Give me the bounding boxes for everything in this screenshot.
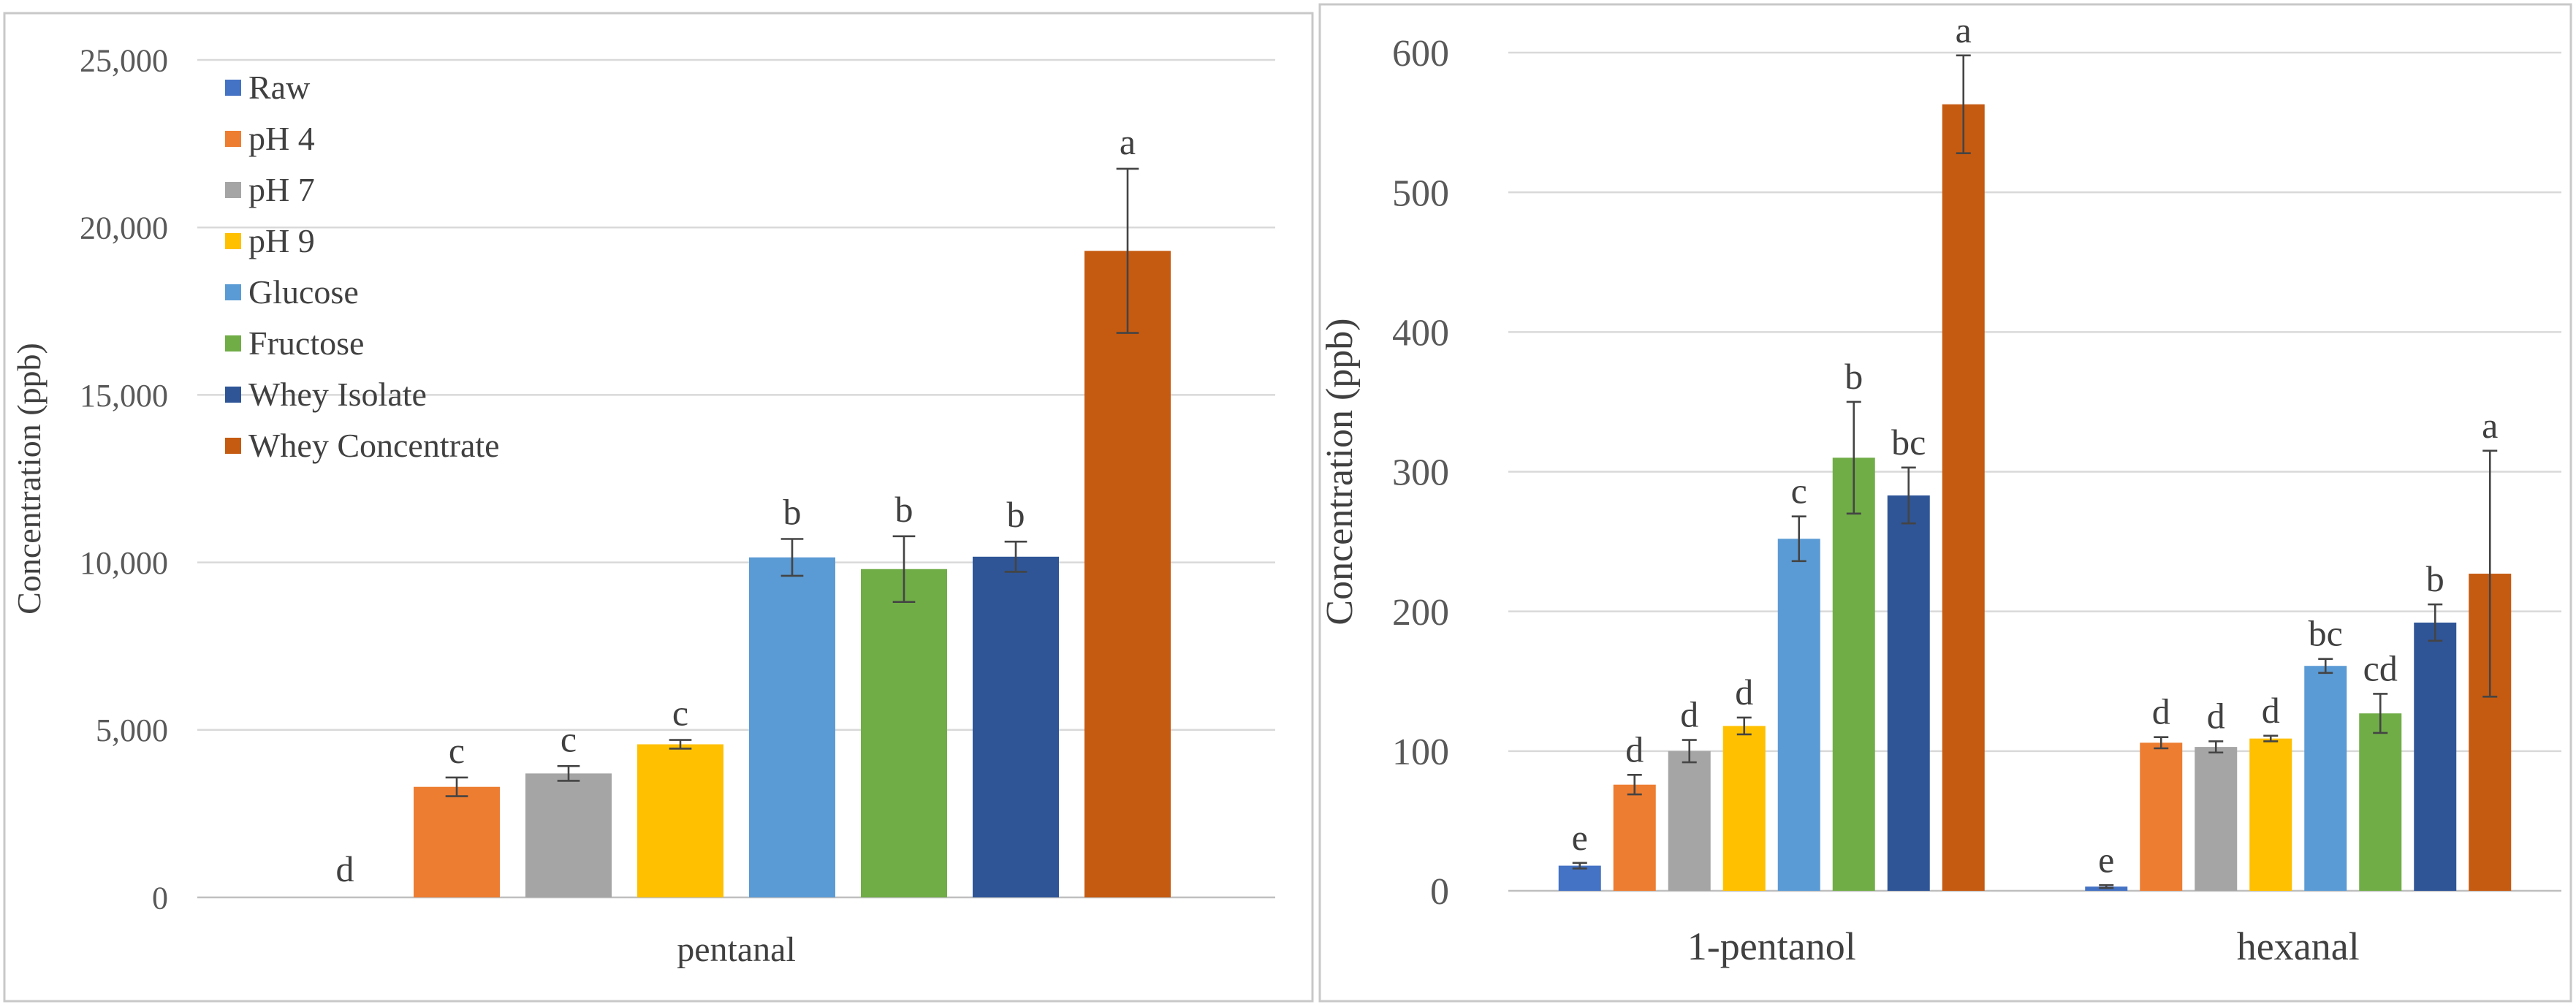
significance-label: d: [1735, 672, 1753, 712]
bar-hexanal-glucose: [2304, 666, 2347, 891]
x-category-label: hexanal: [2237, 924, 2360, 968]
bar-pentanal-ph-4: [414, 786, 500, 897]
x-category-label: pentanal: [677, 930, 796, 969]
significance-label: cd: [2363, 647, 2398, 688]
legend-swatch-whey-isolate: [225, 387, 241, 403]
y-tick-label: 400: [1392, 313, 1449, 354]
bar-1-pentanol-ph-7: [1668, 750, 1711, 891]
significance-label: a: [1956, 10, 1972, 50]
bar-1-pentanol-whey-concentrate: [1942, 104, 1985, 891]
bar-pentanal-whey-isolate: [973, 556, 1059, 897]
legend-label-ph-4: pH 4: [248, 120, 315, 157]
bar-pentanal-whey-concentrate: [1084, 251, 1171, 898]
bar-pentanal-ph-7: [525, 773, 612, 897]
significance-label: a: [1120, 121, 1136, 162]
legend-label-fructose: Fructose: [248, 324, 364, 362]
bar-1-pentanol-ph-9: [1722, 726, 1766, 891]
significance-label: c: [561, 718, 577, 759]
y-tick-label: 100: [1392, 732, 1449, 773]
bar-hexanal-ph-7: [2195, 747, 2238, 891]
y-tick-label: 200: [1392, 592, 1449, 634]
y-axis-title: Concentration (ppb): [1319, 318, 1361, 625]
y-tick-label: 0: [1430, 871, 1449, 913]
pentanal-chart: 0 5,000 10,000 15,000 20,000 25,000 Concentrat…: [10, 42, 1275, 969]
significance-label: b: [1844, 356, 1863, 397]
significance-label: b: [895, 489, 913, 530]
y-tick-label: 300: [1392, 452, 1449, 494]
legend-swatch-fructose: [225, 335, 241, 352]
legend-swatch-ph-4: [225, 131, 241, 147]
legend-label-ph-7: pH 7: [248, 171, 315, 208]
y-tick-label: 10,000: [80, 545, 168, 581]
significance-label: c: [449, 730, 465, 771]
bar-1-pentanol-whey-isolate: [1887, 495, 1930, 891]
bar-1-pentanol-glucose: [1777, 539, 1820, 891]
significance-label: c: [1791, 471, 1807, 512]
legend-label-ph-9: pH 9: [248, 222, 315, 259]
y-axis-title: Concentration (ppb): [10, 343, 48, 615]
legend-label-glucose: Glucose: [248, 273, 359, 311]
y-tick-label: 20,000: [80, 210, 168, 246]
significance-label: c: [672, 693, 688, 734]
y-tick-label: 15,000: [80, 378, 168, 414]
bar-pentanal-ph-9: [637, 744, 723, 897]
legend-label-whey-isolate: Whey Isolate: [248, 376, 427, 413]
legend-label-whey-concentrate: Whey Concentrate: [248, 427, 500, 464]
bar-pentanal-glucose: [749, 557, 835, 897]
x-category-label: 1-pentanol: [1687, 924, 1856, 968]
significance-label: e: [2098, 839, 2114, 880]
legend-swatch-ph-9: [225, 233, 241, 249]
bar-1-pentanol-fructose: [1832, 457, 1875, 891]
significance-label: d: [2262, 690, 2280, 731]
y-tick-label: 25,000: [80, 42, 168, 78]
pentanol-hexanal-chart: 0 100 200 300 400 500 600 Concentration (ppb) e d…: [1319, 10, 2561, 968]
y-tick-label: 0: [152, 880, 168, 916]
significance-label: d: [2207, 695, 2225, 736]
significance-label: d: [2152, 691, 2170, 732]
significance-label: d: [1625, 729, 1644, 770]
bar-1-pentanol-ph-4: [1613, 784, 1656, 891]
legend-swatch-raw: [225, 80, 241, 96]
significance-label: d: [1680, 694, 1698, 735]
y-tick-label: 600: [1392, 33, 1449, 75]
legend-label-raw: Raw: [248, 69, 311, 106]
legend-swatch-glucose: [225, 284, 241, 300]
bar-pentanal-fructose: [861, 569, 947, 897]
legend-swatch-whey-concentrate: [225, 438, 241, 454]
legend: Raw pH 4 pH 7 pH 9 Glucose Fructose Whey Isola…: [225, 69, 500, 464]
bar-hexanal-fructose: [2359, 713, 2402, 891]
bar-1-pentanol-raw: [1558, 865, 1601, 891]
y-tick-label: 500: [1392, 172, 1449, 214]
significance-label: bc: [2309, 613, 2343, 654]
significance-label: a: [2482, 405, 2498, 446]
bar-hexanal-ph-4: [2140, 742, 2183, 891]
significance-label: e: [1572, 817, 1588, 858]
significance-label: b: [783, 492, 802, 533]
bar-hexanal-whey-isolate: [2414, 622, 2457, 891]
significance-label: b: [2426, 558, 2444, 599]
significance-label: bc: [1891, 422, 1926, 463]
bar-hexanal-ph-9: [2249, 738, 2292, 891]
significance-label: b: [1007, 494, 1025, 535]
legend-swatch-ph-7: [225, 182, 241, 198]
y-tick-label: 5,000: [96, 712, 168, 748]
significance-label: d: [336, 848, 354, 889]
